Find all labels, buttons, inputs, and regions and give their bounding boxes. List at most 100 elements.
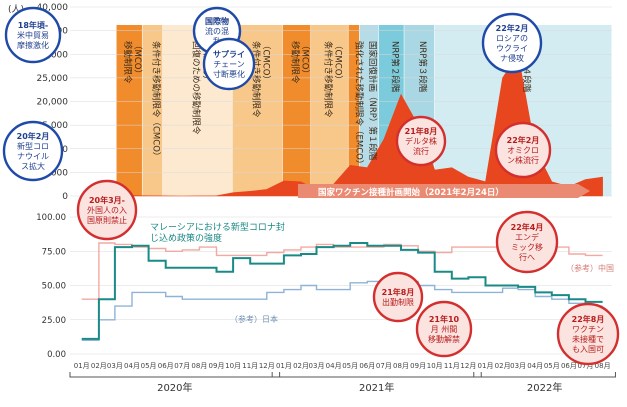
phase-label: 移動制限令 <box>122 41 133 84</box>
x-tick-label: 06月 <box>158 362 174 370</box>
bubble-text: ミック移 <box>511 242 543 252</box>
event-bubble-red <box>494 121 552 179</box>
stringency-y-tick-label: 50.00 <box>42 282 66 292</box>
stringency-y-axis: 100.00 75.00 50.00 25.00 0.00 <box>36 213 66 360</box>
bubble-text: も入国可 <box>572 345 604 354</box>
x-tick-label: 03月 <box>309 362 325 370</box>
year-label: 2021年 <box>359 381 394 394</box>
bubble-text: 22年2月 <box>496 23 529 33</box>
x-tick-label: 05月 <box>544 362 560 370</box>
bubble-text: 未接種で <box>572 334 604 344</box>
bubble-text: 外国人の入 <box>87 205 127 215</box>
year-label: 2022年 <box>527 381 562 394</box>
bubble-text: 摩擦激化 <box>17 40 49 50</box>
x-tick-label: 04月 <box>124 362 140 370</box>
x-tick-label: 11月 <box>242 362 258 370</box>
x-tick-label: 06月 <box>561 362 577 370</box>
x-tick-label: 03月 <box>510 362 526 370</box>
x-tick-label: 01月 <box>276 362 292 370</box>
stringency-line <box>81 242 603 340</box>
stringency-gridlines <box>70 216 612 355</box>
bubble-text: 国際物 <box>205 16 229 26</box>
event-bubble-blue <box>202 37 256 91</box>
cases-y-tick-label: 0 <box>62 192 68 202</box>
bubble-text: 出勤制限 <box>382 297 414 307</box>
bubble-text: 米中貿易 <box>17 30 49 40</box>
phase-label: （MCO） <box>132 41 143 78</box>
cases-y-unit: (人) <box>8 4 24 15</box>
phase-label: 回復のための移動制限令 <box>190 41 201 135</box>
event-bubble-blue <box>2 120 64 182</box>
event-bubble-blue <box>481 12 543 74</box>
bubble-text: 寸断悪化 <box>213 69 245 79</box>
stringency-y-tick-label: 75.00 <box>42 247 66 257</box>
bubble-text: 21年10 <box>429 314 460 324</box>
phase-label: （MCO） <box>300 41 311 78</box>
x-tick-label: 10月 <box>427 362 443 370</box>
bubble-text: 21年8月 <box>405 126 438 136</box>
cases-chart: 移動制限令（MCO）条件付き移動制限令（CMCO）回復のための移動制限令（RMC… <box>8 3 612 202</box>
bubble-text: デルタ株 <box>405 136 437 146</box>
bubble-text: 流の混 <box>205 26 229 36</box>
bubble-text: ワクチン <box>572 325 604 334</box>
phase-labels: 移動制限令（MCO）条件付き移動制限令（CMCO）回復のための移動制限令（RMC… <box>122 41 532 168</box>
stringency-y-tick-label: 100.00 <box>36 213 66 223</box>
bubble-text: 18年頃- <box>18 20 48 30</box>
x-axis: 01月 02月 03月 04月 05月 06月 07月 08月 09月 10月 11月 12月 01月 0… <box>69 362 616 394</box>
stringency-y-tick-label: 0.00 <box>47 350 66 360</box>
bubble-text: チェーン <box>213 60 245 69</box>
bubble-text: 21年8月 <box>382 287 415 297</box>
stringency-line <box>81 280 603 341</box>
x-tick-label: 03月 <box>107 362 123 370</box>
phase-label: 移動制限令 <box>290 41 301 84</box>
bubble-text: 22年4月 <box>511 222 544 232</box>
bubble-text: 行へ <box>519 252 535 262</box>
phase-label: （CMCO） <box>260 41 271 84</box>
bubble-text: ロシアの <box>496 34 528 43</box>
event-bubble-red <box>76 179 138 241</box>
phase-band <box>348 25 360 196</box>
vaccine-banner: 国家ワクチン接種計画開始（2021年2月24日） <box>298 184 590 198</box>
x-tick-label: 06月 <box>359 362 375 370</box>
annotation-bubbles: 18年頃-米中貿易摩擦激化20年2月新型コロナウイルス拡大国際物流の混乱サプライ… <box>2 6 620 366</box>
cases-y-tick-label: 15,000 <box>37 121 69 131</box>
x-tick-label: 04月 <box>527 362 543 370</box>
x-tick-label: 02月 <box>91 362 107 370</box>
cases-y-tick-label: 5,000 <box>42 168 68 178</box>
x-tick-label: 07月 <box>578 362 594 370</box>
x-tick-label: 02月 <box>293 362 309 370</box>
event-bubble-red <box>556 302 620 366</box>
x-tick-label: 10月 <box>225 362 241 370</box>
x-tick-label: 11月 <box>444 362 460 370</box>
bubble-text: ウクライ <box>496 44 528 53</box>
x-tick-label: 05月 <box>141 362 157 370</box>
phase-label: 国家回復計画（NRP）第１段階 <box>367 41 378 161</box>
phase-label: （CMCO） <box>332 41 343 84</box>
bubble-text: 20年2月 <box>17 131 50 141</box>
bubble-text: ナ侵攻 <box>500 53 524 63</box>
year-bracket <box>473 372 616 378</box>
bubble-text: 月 州間 <box>431 325 458 334</box>
x-tick-label: 07月 <box>174 362 190 370</box>
bubble-text: ス拡大 <box>21 161 45 171</box>
cases-y-tick-label: 20,000 <box>37 98 69 108</box>
phase-band <box>116 25 142 196</box>
series-label-malaysia-line1: マレーシアにおける新型コロナ封 <box>150 221 285 233</box>
bubble-text: ン株流行 <box>507 155 539 165</box>
bubble-text: 流行 <box>413 146 429 156</box>
vaccine-banner-label: 国家ワクチン接種計画開始（2021年2月24日） <box>318 187 504 198</box>
event-bubble-red <box>415 300 473 358</box>
phase-label: 条件付き移動制限令 <box>250 41 261 118</box>
stringency-chart: 100.00 75.00 50.00 25.00 0.00 マレーシアにおける新型コロナ… <box>36 213 616 394</box>
bubble-text: 新型コロ <box>17 141 49 151</box>
event-bubble-blue <box>4 6 62 64</box>
bubble-text: 国原則禁止 <box>87 215 127 225</box>
x-tick-label: 01月 <box>74 362 90 370</box>
x-tick-label: 07月 <box>376 362 392 370</box>
x-tick-label: 05月 <box>342 362 358 370</box>
series-label-china: （参考）中国 <box>566 263 614 273</box>
x-tick-label: 12月 <box>259 362 275 370</box>
x-tick-label: 02月 <box>495 362 511 370</box>
event-bubble-red <box>372 271 424 323</box>
